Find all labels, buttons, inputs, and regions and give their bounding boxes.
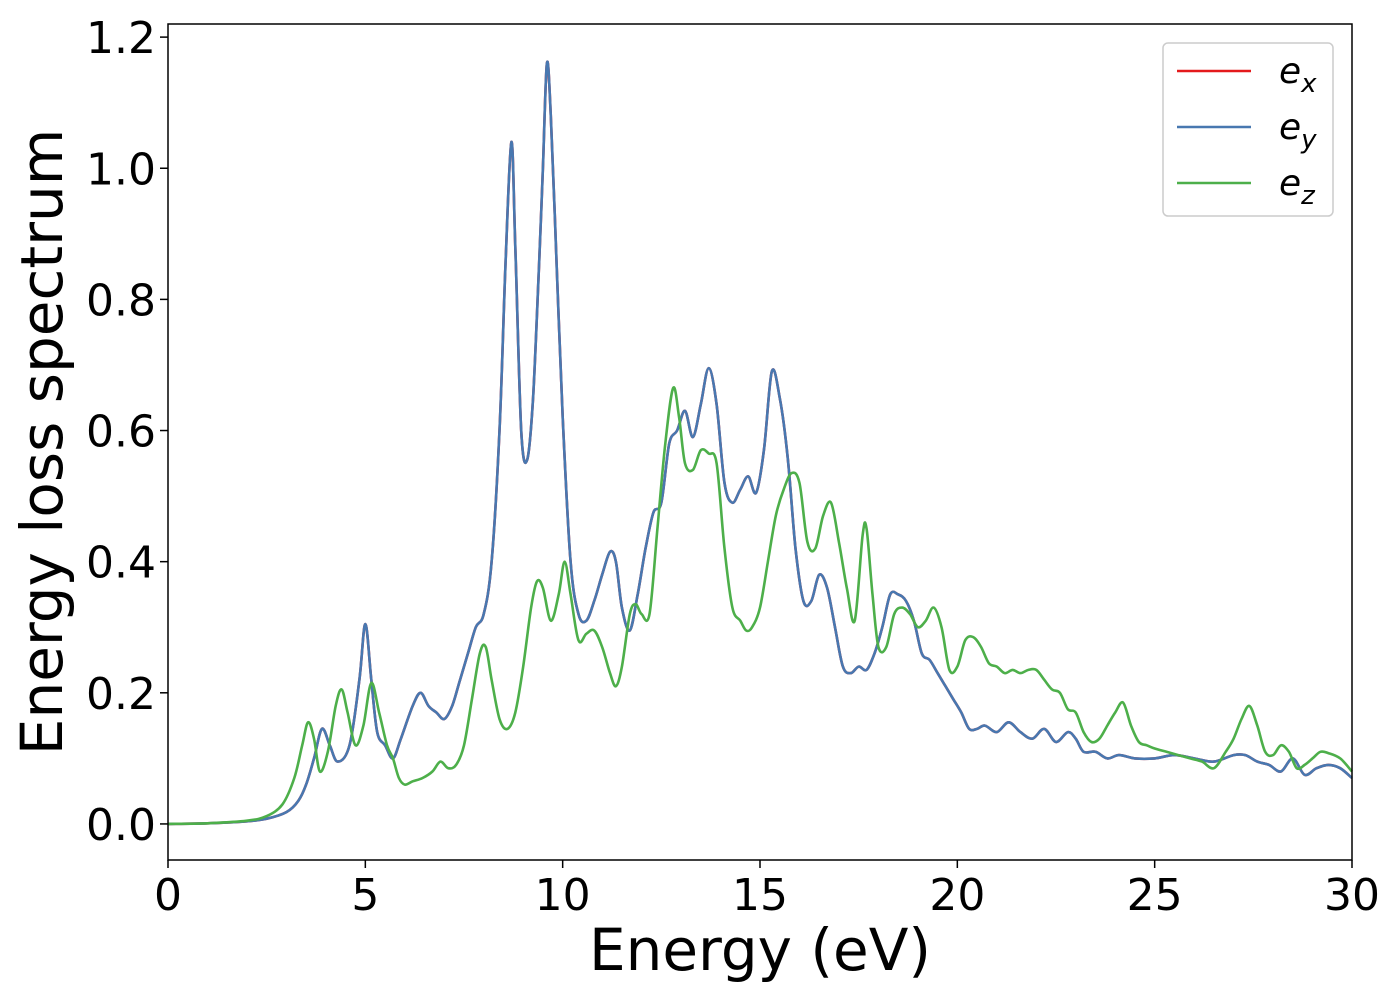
series-line-y — [167, 60, 1353, 826]
legend-label-x: ex — [1279, 51, 1317, 99]
x-tick-label: 15 — [732, 870, 788, 921]
x-tick-label: 30 — [1324, 870, 1380, 921]
y-tick-label: 0.8 — [86, 275, 156, 326]
y-tick-label: 0.4 — [86, 538, 156, 589]
x-axis: 0 5 10 15 20 25 30 — [154, 860, 1380, 921]
x-axis-title: Energy (eV) — [589, 916, 931, 984]
y-tick-label: 0.6 — [86, 407, 156, 458]
y-tick-label: 1.2 — [86, 13, 156, 64]
x-tick-label: 20 — [929, 870, 985, 921]
legend: ex ey ez — [1162, 42, 1334, 217]
y-tick-label: 0.0 — [86, 800, 156, 851]
x-tick-label: 0 — [154, 870, 182, 921]
y-axis-title: Energy loss spectrum — [8, 129, 76, 755]
y-tick-label: 0.2 — [86, 669, 156, 720]
legend-label-z: ez — [1279, 163, 1316, 211]
y-axis: 0.0 0.2 0.4 0.6 0.8 1.0 1.2 — [86, 13, 168, 851]
legend-box — [1162, 42, 1334, 217]
y-tick-label: 1.0 — [86, 144, 156, 195]
series-line-z — [167, 386, 1353, 826]
legend-label-y: ey — [1279, 107, 1317, 155]
x-tick-label: 10 — [535, 870, 591, 921]
series-layer — [167, 60, 1353, 826]
x-tick-label: 5 — [351, 870, 379, 921]
x-tick-label: 25 — [1127, 870, 1183, 921]
